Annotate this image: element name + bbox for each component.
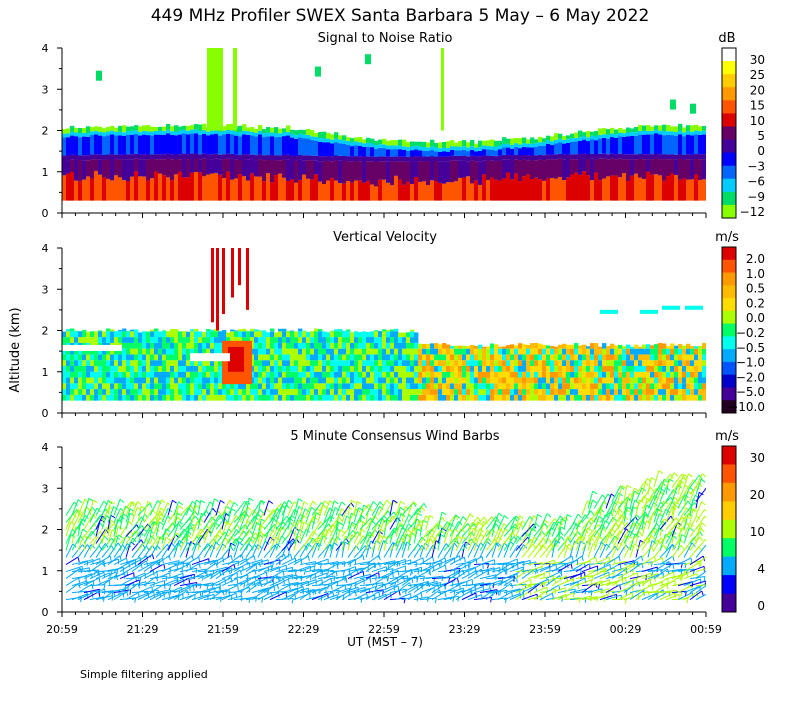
y-tick-label: 3 [42,83,49,96]
y-tick-label: 4 [42,242,49,255]
colorbar-label: 2.0 [746,252,765,266]
y-tick-label: 0 [42,207,49,220]
y-tick-label: 4 [42,441,49,454]
colorbar-swatch [722,362,736,375]
colorbar-swatch [722,285,736,298]
colorbar-label: 20 [750,488,765,502]
colorbar-label: 0.2 [746,296,765,310]
colorbar-label: 4 [757,562,765,576]
colorbar-label: −12 [740,205,765,219]
y-tick-label: 4 [42,42,49,55]
colorbar-swatch [722,483,736,502]
colorbar-label: 0 [757,599,765,613]
colorbar-swatch [722,273,736,286]
colorbar-swatch [722,126,736,140]
colorbar-swatch [722,298,736,311]
colorbar-label: −2.0 [736,370,765,384]
velocity-unit: m/s [715,230,739,245]
colorbar-swatch [722,575,736,594]
colorbar-swatch [722,61,736,75]
wind-barbs [66,471,712,604]
colorbar-swatch [722,192,736,206]
colorbar-swatch [722,247,736,260]
y-axis-label: Altitude (km) [8,307,23,392]
colorbar-label: −5.0 [736,385,765,399]
colorbar-swatch [722,336,736,349]
y-tick-label: 3 [42,283,49,296]
colorbar-label: −3 [747,159,765,173]
wind-panel-title: 5 Minute Consensus Wind Barbs [290,429,499,444]
y-tick-label: 2 [42,325,49,338]
velocity-panel-title: Vertical Velocity [333,230,437,245]
colorbar-swatch [722,260,736,273]
x-tick-label: 21:59 [207,623,239,636]
y-tick-label: 0 [42,606,49,619]
colorbar-label: 5 [757,129,765,143]
x-tick-label: 00:29 [610,623,642,636]
colorbar-label: 0 [757,144,765,158]
colorbar-label: 30 [750,53,765,67]
colorbar-label: 30 [750,451,765,465]
y-tick-label: 1 [42,366,49,379]
colorbar-swatch [722,113,736,127]
wind-unit: m/s [715,429,739,444]
colorbar-label: −6 [747,175,765,189]
colorbar-swatch [722,87,736,101]
x-axis-label: UT (MST – 7) [347,635,423,649]
colorbar-label: 10 [750,525,765,539]
colorbar-swatch [722,557,736,576]
colorbar-label: 0.0 [746,311,765,325]
colorbars: 302520151050−3−6−9−122.01.00.50.20.0−0.2… [722,48,765,613]
y-tick-label: 1 [42,565,49,578]
colorbar-swatch [722,166,736,180]
colorbar-label: −10.0 [728,400,765,414]
colorbar-swatch [722,594,736,613]
x-tick-label: 23:59 [529,623,561,636]
y-tick-label: 0 [42,407,49,420]
colorbar-label: 0.5 [746,282,765,296]
colorbar-label: 15 [750,99,765,113]
y-tick-label: 2 [42,524,49,537]
colorbar-label: 1.0 [746,267,765,281]
colorbar-swatch [722,140,736,154]
snr-heatmap [62,48,706,201]
snr-unit: dB [718,31,735,46]
colorbar-swatch [722,375,736,388]
colorbar-swatch [722,153,736,167]
colorbar-swatch [722,324,736,337]
colorbar-swatch [722,387,736,400]
chart-title: 449 MHz Profiler SWEX Santa Barbara 5 Ma… [151,6,650,26]
colorbar-swatch [722,205,736,219]
colorbar-swatch [722,501,736,520]
colorbar-label: −0.5 [736,341,765,355]
colorbar-swatch [722,349,736,362]
colorbar-label: 20 [750,83,765,97]
x-tick-label: 23:29 [449,623,481,636]
velocity-heatmap [62,248,706,401]
x-tick-label: 00:59 [690,623,722,636]
x-tick-label: 22:29 [288,623,320,636]
y-tick-label: 3 [42,482,49,495]
colorbar-label: 25 [750,68,765,82]
colorbar-swatch [722,311,736,324]
colorbar-swatch [722,179,736,193]
colorbar-label: 10 [750,114,765,128]
colorbar-label: −9 [747,190,765,204]
x-tick-label: 20:59 [46,623,78,636]
colorbar-swatch [722,100,736,114]
y-tick-label: 1 [42,166,49,179]
colorbar-label: −0.2 [736,326,765,340]
colorbar-swatch [722,464,736,483]
colorbar-swatch [722,520,736,539]
colorbar-swatch [722,48,736,62]
y-tick-label: 2 [42,125,49,138]
colorbar-swatch [722,446,736,465]
colorbar-swatch [722,74,736,88]
snr-panel-title: Signal to Noise Ratio [318,31,453,46]
footnote: Simple filtering applied [80,668,208,681]
colorbar-swatch [722,538,736,557]
x-tick-label: 21:29 [127,623,159,636]
colorbar-label: −1.0 [736,356,765,370]
